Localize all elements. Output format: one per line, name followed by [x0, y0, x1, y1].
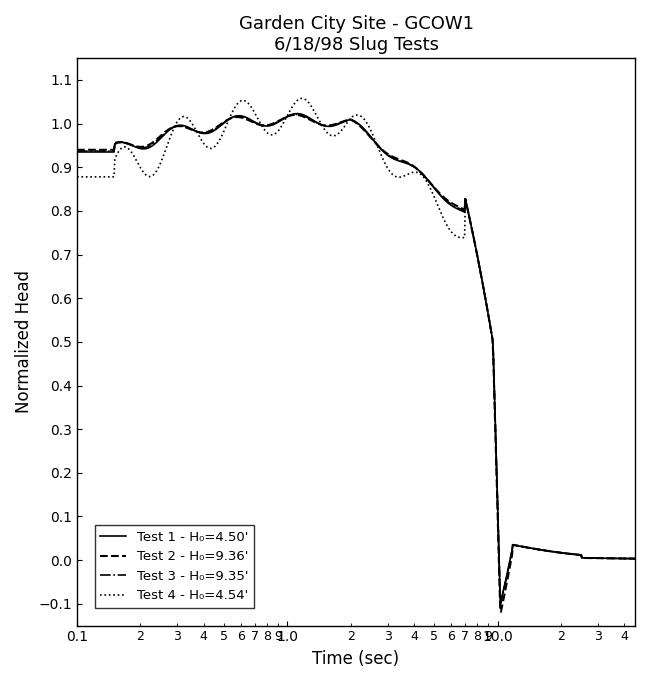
- Line: Test 2 - H₀=9.36': Test 2 - H₀=9.36': [77, 115, 635, 612]
- Test 2 - H₀=9.36': [429, 182, 437, 191]
- Test 3 - H₀=9.35': [631, 555, 639, 563]
- Test 2 - H₀=9.36': [498, 604, 506, 613]
- Test 2 - H₀=9.36': [73, 145, 81, 154]
- Test 4 - H₀=4.54': [298, 94, 305, 102]
- Test 4 - H₀=4.54': [398, 173, 406, 181]
- Test 3 - H₀=9.35': [107, 147, 115, 155]
- Line: Test 3 - H₀=9.35': Test 3 - H₀=9.35': [77, 114, 635, 603]
- Test 2 - H₀=9.36': [292, 111, 300, 119]
- Test 3 - H₀=9.35': [413, 165, 421, 173]
- Test 1 - H₀=4.50': [631, 555, 639, 563]
- Test 1 - H₀=4.50': [398, 158, 406, 166]
- Test 4 - H₀=4.54': [107, 173, 115, 181]
- Test 2 - H₀=9.36': [398, 156, 406, 165]
- Title: Garden City Site - GCOW1
6/18/98 Slug Tests: Garden City Site - GCOW1 6/18/98 Slug Te…: [239, 15, 473, 54]
- Test 1 - H₀=4.50': [497, 597, 505, 605]
- Test 2 - H₀=9.36': [497, 608, 505, 616]
- Test 4 - H₀=4.54': [555, 548, 563, 557]
- Test 4 - H₀=4.54': [73, 173, 81, 181]
- Test 1 - H₀=4.50': [429, 182, 437, 191]
- X-axis label: Time (sec): Time (sec): [313, 650, 400, 668]
- Test 3 - H₀=9.35': [555, 548, 563, 557]
- Test 4 - H₀=4.54': [631, 555, 639, 563]
- Test 1 - H₀=4.50': [555, 548, 563, 557]
- Test 2 - H₀=9.36': [631, 555, 639, 563]
- Line: Test 1 - H₀=4.50': Test 1 - H₀=4.50': [77, 113, 635, 601]
- Test 2 - H₀=9.36': [555, 548, 563, 557]
- Test 3 - H₀=9.35': [73, 147, 81, 155]
- Test 1 - H₀=4.50': [293, 109, 301, 117]
- Test 1 - H₀=4.50': [107, 148, 115, 156]
- Test 3 - H₀=9.35': [497, 599, 505, 607]
- Test 3 - H₀=9.35': [292, 110, 300, 118]
- Test 4 - H₀=4.54': [413, 168, 421, 176]
- Test 2 - H₀=9.36': [107, 145, 115, 154]
- Test 3 - H₀=9.35': [398, 157, 406, 165]
- Test 3 - H₀=9.35': [429, 182, 437, 191]
- Test 4 - H₀=4.54': [429, 191, 437, 199]
- Test 4 - H₀=4.54': [498, 594, 506, 602]
- Test 1 - H₀=4.50': [413, 165, 421, 173]
- Y-axis label: Normalized Head: Normalized Head: [15, 270, 33, 413]
- Test 1 - H₀=4.50': [498, 594, 506, 602]
- Legend: Test 1 - H₀=4.50', Test 2 - H₀=9.36', Test 3 - H₀=9.35', Test 4 - H₀=4.54': Test 1 - H₀=4.50', Test 2 - H₀=9.36', Te…: [95, 525, 254, 608]
- Test 2 - H₀=9.36': [413, 164, 421, 172]
- Test 1 - H₀=4.50': [73, 148, 81, 156]
- Line: Test 4 - H₀=4.54': Test 4 - H₀=4.54': [77, 98, 635, 601]
- Test 3 - H₀=9.35': [498, 596, 506, 604]
- Test 4 - H₀=4.54': [497, 597, 505, 605]
